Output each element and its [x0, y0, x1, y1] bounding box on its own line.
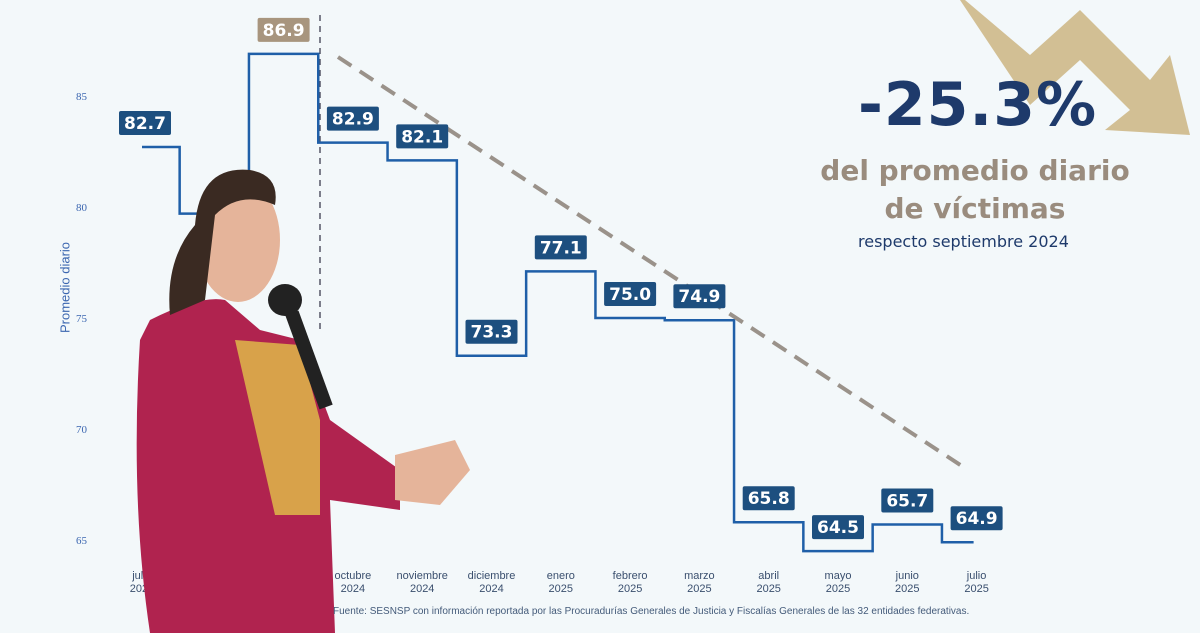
x-tick-label: 2024	[341, 583, 365, 595]
data-label-box	[396, 124, 449, 149]
x-tick-label: 2024	[410, 583, 434, 595]
x-tick-label: 2025	[964, 583, 988, 595]
data-label: 65.8	[748, 489, 790, 509]
microphone-handle	[285, 310, 333, 410]
data-label: 82.1	[401, 127, 443, 147]
data-label: 82.9	[332, 110, 374, 130]
x-tick-label: abril	[758, 570, 779, 582]
microphone-icon	[268, 284, 302, 316]
data-label-box	[742, 486, 795, 511]
x-tick-label: julio	[966, 570, 987, 582]
y-tick-label: 85	[76, 91, 88, 103]
data-label-box	[326, 106, 379, 131]
y-tick-label: 65	[76, 535, 88, 547]
x-tick-label: mayo	[825, 570, 852, 582]
source-note: Fuente: SESNSP con información reportada…	[333, 606, 970, 617]
data-label: 77.1	[540, 238, 582, 258]
data-label-box	[465, 319, 518, 344]
step-line	[142, 52, 974, 553]
x-tick-label: enero	[547, 570, 575, 582]
headline-line1: del promedio diario	[820, 154, 1130, 187]
data-label-box	[881, 488, 934, 513]
headline-reference: respecto septiembre 2024	[858, 232, 1069, 251]
trend-line	[336, 55, 970, 472]
headline-line2: de víctimas	[884, 192, 1066, 225]
data-label: 65.7	[886, 491, 928, 511]
x-tick-label: octubre	[335, 570, 372, 582]
x-tick-label: junio	[895, 570, 919, 582]
y-tick-label: 75	[76, 313, 88, 325]
y-tick-label: 70	[76, 424, 88, 436]
data-label-box	[812, 515, 864, 540]
y-tick-label: 80	[76, 202, 88, 214]
x-tick-label: 2024	[479, 583, 503, 595]
data-label-box	[534, 235, 587, 260]
data-label: 86.9	[263, 21, 305, 41]
data-label: 74.9	[678, 287, 720, 307]
headline-value: -25.3%	[858, 70, 1098, 140]
presenter-hair	[169, 169, 276, 315]
x-tick-label: noviembre	[397, 570, 448, 582]
x-tick-label: febrero	[613, 570, 648, 582]
data-label: 75.0	[609, 285, 651, 305]
x-tick-label: 2025	[618, 583, 642, 595]
x-tick-label: 2025	[687, 583, 711, 595]
x-tick-label: 2025	[756, 583, 780, 595]
presenter-hand	[395, 440, 470, 505]
y-axis-label: Promedio diario	[57, 241, 73, 334]
trend-arrow-icon	[960, 0, 1190, 135]
x-tick-label: 2025	[895, 583, 919, 595]
data-label: 73.3	[471, 323, 513, 343]
x-tick-label: diciembre	[468, 570, 516, 582]
x-tick-label: marzo	[684, 570, 715, 582]
data-label-box	[673, 284, 726, 309]
headline-text: del promedio diario de víctimas	[810, 152, 1140, 228]
presenter-blouse	[235, 340, 320, 515]
x-tick-label: 2025	[826, 583, 850, 595]
data-label-box	[950, 506, 1003, 531]
data-label: 64.9	[956, 509, 998, 529]
data-label-box	[257, 17, 310, 42]
data-label: 64.5	[817, 518, 859, 538]
data-label-box	[119, 111, 171, 136]
data-label: 82.7	[124, 114, 166, 134]
data-label-box	[604, 282, 657, 306]
x-tick-label: 2025	[549, 583, 573, 595]
